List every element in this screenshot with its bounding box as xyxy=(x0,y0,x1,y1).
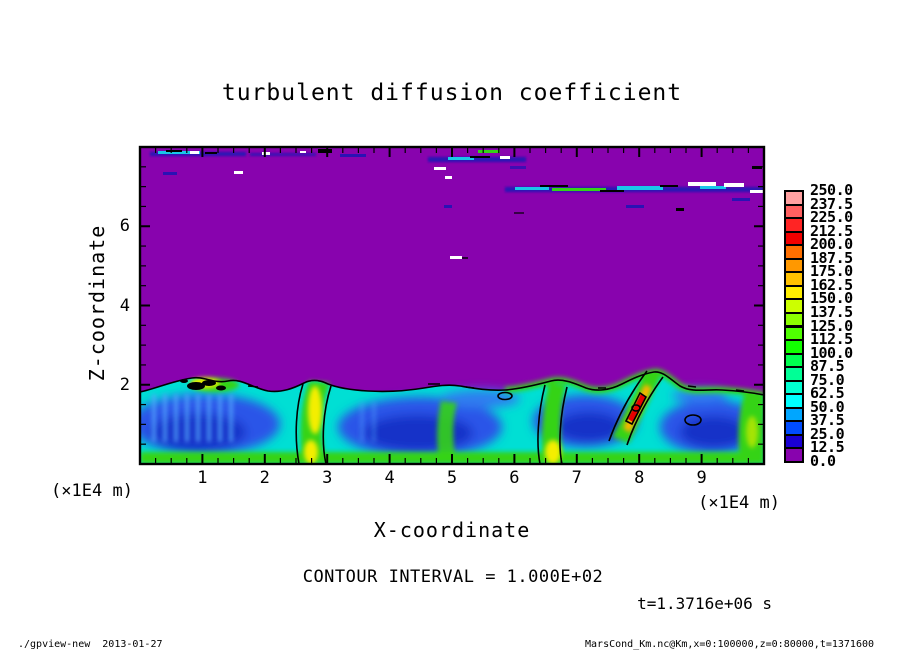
colorbar-label: 162.5 xyxy=(810,275,853,294)
colorbar-label: 87.5 xyxy=(810,357,845,376)
colorbar-label: 237.5 xyxy=(810,194,853,213)
x-tick-label: 6 xyxy=(509,468,520,488)
colorbar-label: 100.0 xyxy=(810,343,853,362)
x-tick-label: 2 xyxy=(259,468,270,488)
x-tick-label: 8 xyxy=(634,468,645,488)
contour-interval-note: CONTOUR INTERVAL = 1.000E+02 xyxy=(302,567,604,587)
colorbar-label: 50.0 xyxy=(810,397,845,416)
axis-ticks xyxy=(141,148,763,463)
x-tick-label: 7 xyxy=(571,468,582,488)
colorbar-label: 37.5 xyxy=(810,411,845,430)
footer-right: MarsCond_Km.nc@Km,x=0:100000,z=0:80000,t… xyxy=(585,639,874,650)
contour-blobs xyxy=(180,379,226,391)
colorbar-label: 137.5 xyxy=(810,302,853,321)
chart-title: turbulent diffusion coefficient xyxy=(221,80,683,106)
upper-streaks xyxy=(150,149,764,259)
x-tick-label: 4 xyxy=(384,468,395,488)
y-tick-label: 6 xyxy=(119,216,130,237)
x-unit-right: (×1E4 m) xyxy=(698,493,780,513)
colorbar-label: 0.0 xyxy=(810,452,836,470)
time-stamp: t=1.3716e+06 s xyxy=(637,594,772,613)
y-tick-label: 2 xyxy=(119,374,130,395)
colorbar-label: 112.5 xyxy=(810,330,853,349)
colorbar-label: 62.5 xyxy=(810,384,845,403)
colorbar-label: 175.0 xyxy=(810,262,853,281)
colorbar-label: 75.0 xyxy=(810,370,845,389)
contour-lines xyxy=(140,370,764,464)
x-tick-label: 9 xyxy=(696,468,707,488)
colorbar-label: 187.5 xyxy=(810,248,853,267)
colorbar-label: 225.0 xyxy=(810,208,853,227)
vortex-ripples xyxy=(152,394,376,442)
x-tick-label: 1 xyxy=(197,468,208,488)
colorbar-label: 212.5 xyxy=(810,221,853,240)
colorbar-label: 150.0 xyxy=(810,289,853,308)
colorbar-label: 12.5 xyxy=(810,438,845,457)
x-unit-left: (×1E4 m) xyxy=(51,481,133,501)
colorbar-box xyxy=(784,447,804,463)
plot-frame xyxy=(138,145,766,466)
footer-left: ./gpview-new 2013-01-27 xyxy=(18,639,163,650)
y-tick-label: 4 xyxy=(119,295,130,316)
x-tick-label: 3 xyxy=(322,468,333,488)
colorbar-label: 200.0 xyxy=(810,235,853,254)
colorbar-label: 25.0 xyxy=(810,424,845,443)
colorbar-label: 125.0 xyxy=(810,316,853,335)
x-tick-label: 5 xyxy=(446,468,458,488)
plume-core-red xyxy=(628,394,646,422)
x-axis-label: X-coordinate xyxy=(373,518,531,542)
colorbar-label: 250.0 xyxy=(810,181,853,199)
field-art xyxy=(140,147,764,464)
